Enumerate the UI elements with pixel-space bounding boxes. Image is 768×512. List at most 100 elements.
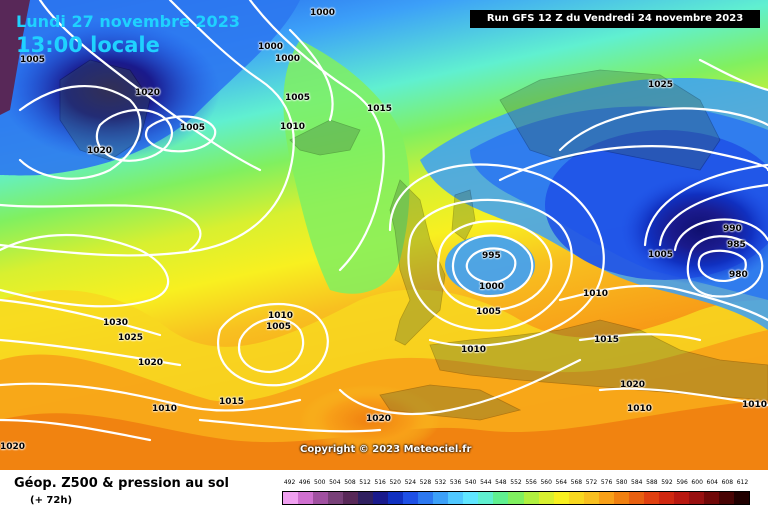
isobar-label: 1010	[152, 404, 178, 414]
isobar-label: 1015	[219, 397, 245, 407]
color-scale-label: 500	[314, 479, 326, 486]
color-scale-swatch	[628, 492, 644, 504]
geopotential-map	[0, 0, 768, 470]
isobar-label: 1025	[118, 333, 144, 343]
color-scale-label: 572	[585, 479, 598, 486]
legend-title: Géop. Z500 & pression au sol	[14, 476, 229, 491]
color-scale-swatch	[343, 492, 359, 504]
color-scale-label: 508	[344, 479, 356, 486]
isobar-label: 1020	[87, 146, 113, 156]
isobar-label: 1030	[103, 318, 129, 328]
color-scale-label: 544	[480, 479, 492, 486]
color-scale-label: 600	[691, 479, 703, 486]
color-scale-label: 568	[570, 479, 583, 486]
color-scale-label: 496	[298, 479, 311, 486]
isobar-label: 1020	[135, 88, 161, 98]
color-scale-swatch	[523, 492, 539, 504]
color-scale-swatch	[583, 492, 599, 504]
color-scale-swatch	[283, 492, 299, 504]
isobar-label: 985	[727, 240, 746, 250]
color-scale-labels: 492 496 500 504 508 512 516 520 524 528 532 536 540 5…	[282, 479, 750, 489]
color-scale-swatch	[688, 492, 704, 504]
color-scale-label: 540	[464, 479, 477, 486]
color-scale-label: 536	[449, 479, 462, 486]
isobar-label: 1000	[479, 282, 505, 292]
isobar-label: 1005	[648, 250, 674, 260]
color-scale-label: 524	[404, 479, 417, 486]
color-scale-swatch	[373, 492, 389, 504]
color-scale-swatch	[388, 492, 404, 504]
color-scale-swatch	[643, 492, 659, 504]
color-scale-label: 564	[555, 479, 568, 486]
color-scale-swatch	[418, 492, 434, 504]
color-scale-swatch	[298, 492, 314, 504]
color-scale-swatch	[718, 492, 734, 504]
isobar-label: 990	[723, 224, 742, 234]
color-scale-swatch	[433, 492, 449, 504]
color-scale-swatch	[613, 492, 629, 504]
color-scale-swatch	[703, 492, 719, 504]
color-scale-label: 592	[661, 479, 673, 486]
color-scale-swatch	[403, 492, 419, 504]
model-run-label: Run GFS 12 Z du Vendredi 24 novembre 202…	[470, 10, 760, 28]
isobar-label: 1020	[0, 442, 26, 452]
color-scale-swatch	[328, 492, 344, 504]
color-scale-swatch	[493, 492, 509, 504]
isobar-label: 1020	[138, 358, 164, 368]
isobar-label: 1010	[742, 400, 768, 410]
color-scale-label: 588	[646, 479, 658, 486]
color-scale-swatch	[538, 492, 554, 504]
isobar-label: 1005	[285, 93, 311, 103]
color-scale-label: 596	[676, 479, 688, 486]
color-scale-swatch	[658, 492, 674, 504]
color-scale-label: 612	[736, 479, 749, 486]
isobar-label: 1010	[268, 311, 294, 321]
color-scale-swatch	[358, 492, 374, 504]
isobar-label: 995	[482, 251, 501, 261]
isobar-label: 1000	[310, 8, 336, 18]
forecast-date: Lundi 27 novembre 2023	[16, 12, 240, 31]
color-scale-label: 520	[389, 479, 401, 486]
isobar-label: 1015	[594, 335, 620, 345]
color-scale-swatch	[508, 492, 524, 504]
color-scale-label: 512	[359, 479, 371, 486]
color-scale-swatch	[733, 492, 749, 504]
color-scale-label: 528	[419, 479, 432, 486]
color-scale-bar	[282, 491, 750, 505]
isobar-label: 1000	[275, 54, 301, 64]
isobar-label: 1020	[366, 414, 392, 424]
isobar-label: 1005	[20, 55, 46, 65]
isobar-label: 1010	[280, 122, 306, 132]
isobar-label: 980	[729, 270, 748, 280]
isobar-label: 1010	[627, 404, 653, 414]
color-scale-label: 560	[540, 479, 552, 486]
color-scale-label: 548	[495, 479, 507, 486]
color-scale-label: 492	[283, 479, 296, 486]
color-scale-swatch	[553, 492, 569, 504]
copyright-notice: Copyright © 2023 Meteociel.fr	[300, 444, 472, 455]
isobar-label: 1010	[583, 289, 609, 299]
color-scale-label: 608	[721, 479, 734, 486]
color-scale-swatch	[478, 492, 494, 504]
color-scale-swatch	[673, 492, 689, 504]
forecast-local-time: 13:00 locale	[16, 33, 160, 57]
color-scale-label: 556	[525, 479, 537, 486]
color-scale-swatch	[313, 492, 329, 504]
color-scale-label: 552	[510, 479, 522, 486]
isobar-label: 1005	[180, 123, 206, 133]
isobar-label: 1005	[476, 307, 502, 317]
color-scale-label: 604	[706, 479, 718, 486]
isobar-label: 1010	[461, 345, 487, 355]
isobar-label: 1000	[258, 42, 284, 52]
isobar-label: 1005	[266, 322, 292, 332]
color-scale-label: 584	[631, 479, 643, 486]
forecast-range: (+ 72h)	[30, 495, 73, 506]
color-scale-swatch	[463, 492, 479, 504]
color-scale-label: 532	[434, 479, 447, 486]
isobar-label: 1015	[367, 104, 393, 114]
color-scale-swatch	[568, 492, 584, 504]
color-scale-label: 504	[329, 479, 341, 486]
color-scale-label: 516	[374, 479, 386, 486]
color-scale-label: 576	[600, 479, 613, 486]
